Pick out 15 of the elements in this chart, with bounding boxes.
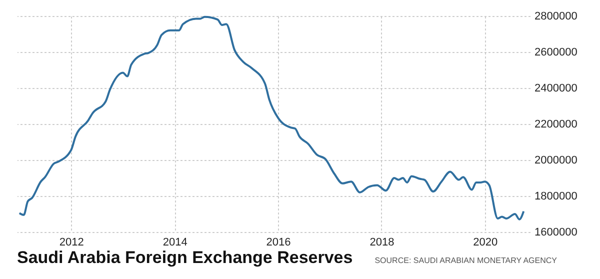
y-tick-label: 2600000 bbox=[534, 46, 578, 58]
x-tick-label: 2014 bbox=[162, 236, 188, 248]
y-tick-label: 2200000 bbox=[534, 118, 578, 130]
text: Saudi Arabia Foreign Exchange Reserves bbox=[17, 248, 353, 268]
x-tick-label: 2020 bbox=[473, 236, 498, 248]
y-tick-label: 2000000 bbox=[534, 154, 578, 166]
x-tick-label: 2016 bbox=[266, 236, 291, 248]
x-tick-label: 2012 bbox=[59, 236, 84, 248]
line-series bbox=[18, 16, 525, 220]
x-tick-label: 2018 bbox=[370, 236, 394, 248]
y-tick-label: 2400000 bbox=[534, 82, 578, 94]
y-tick-label: 2800000 bbox=[534, 10, 578, 22]
y-tick-label: 1600000 bbox=[534, 226, 578, 238]
y-tick-label: 1800000 bbox=[534, 190, 578, 202]
source-note: SOURCE: SAUDI ARABIAN MONETARY AGENCY bbox=[374, 256, 557, 265]
